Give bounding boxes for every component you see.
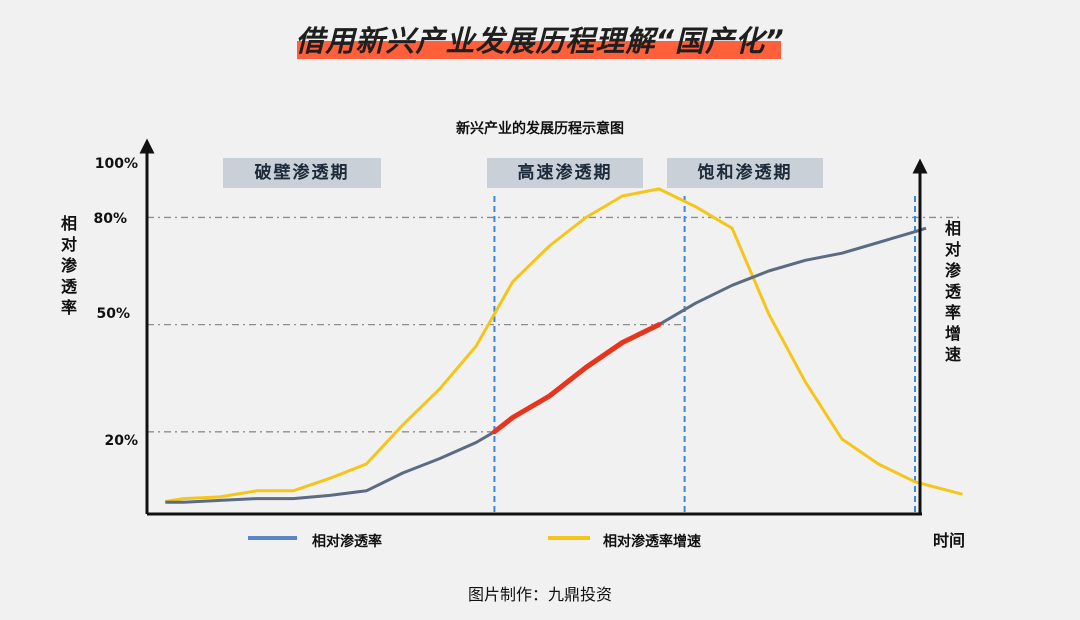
x-axis-label: 时间	[933, 531, 966, 550]
y-tick-20: 20%	[104, 433, 138, 449]
slide-heading: 借用新兴产业发展历程理解“国产化”	[295, 24, 785, 58]
y-axis-label-right: 相对渗透率增速	[944, 219, 961, 364]
image-credit: 图片制作：九鼎投资	[467, 585, 612, 604]
y-tick-80: 80%	[93, 211, 127, 227]
y-tick-100: 100%	[94, 156, 138, 172]
series-line-growth	[165, 187, 963, 503]
phase-label-breakthrough: 破壁渗透期	[223, 158, 381, 188]
y-tick-50: 50%	[96, 306, 130, 322]
phase-label-saturation: 饱和渗透期	[667, 158, 823, 188]
y-axis-label-left: 相对渗透率	[60, 214, 77, 317]
legend-label-penetration: 相对渗透率	[312, 534, 382, 550]
phase-label-rapid: 高速渗透期	[487, 158, 643, 188]
heading-underline-bar	[297, 41, 781, 59]
legend-label-growth: 相对渗透率增速	[603, 534, 701, 550]
series-line-penetration	[165, 226, 927, 504]
highlight-segment-rapid	[491, 322, 662, 435]
chart-title: 新兴产业的发展历程示意图	[456, 121, 624, 137]
